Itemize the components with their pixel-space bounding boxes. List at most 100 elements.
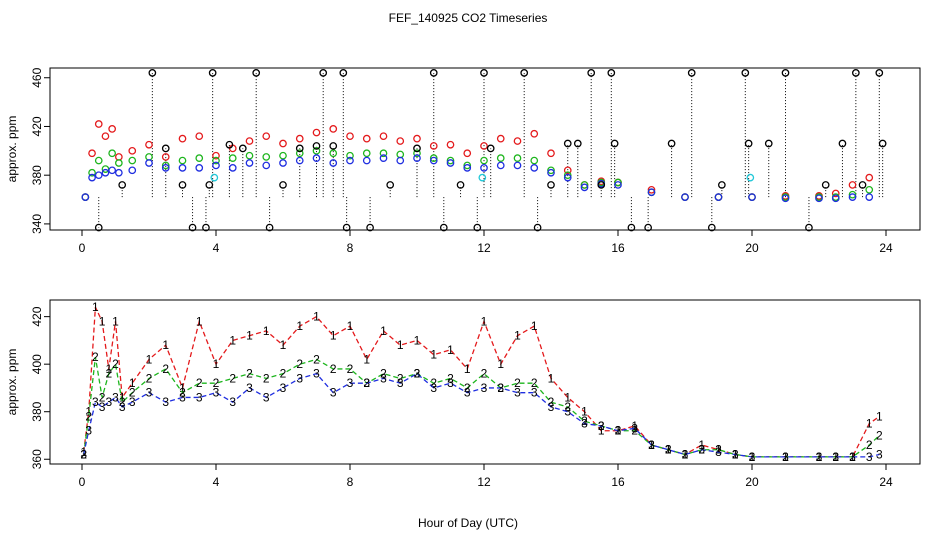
series-3-point: [614, 181, 622, 189]
series-ref-point: [238, 144, 247, 153]
series-3-point: [396, 156, 405, 165]
series-cyan-point: [478, 173, 487, 182]
series-ref-point: [342, 223, 351, 232]
series-ref-point: [178, 181, 187, 189]
series-3-marker: 3: [849, 450, 856, 464]
series-2-marker: 2: [179, 386, 186, 400]
series-1-point: [547, 149, 555, 158]
series-3-point: [681, 193, 689, 201]
series-1-marker: 1: [146, 352, 153, 366]
series-2-point: [446, 156, 455, 165]
series-3-point: [547, 168, 555, 177]
x-tick-label: 8: [347, 475, 354, 489]
series-1-marker: 1: [876, 409, 883, 423]
series-2-marker: 2: [85, 409, 92, 423]
series-2-point: [312, 146, 321, 155]
series-3-marker: 3: [179, 390, 186, 404]
series-3-point: [245, 159, 254, 167]
series-ref-point: [707, 223, 716, 232]
series-2-marker: 2: [464, 381, 471, 395]
series-1-marker: 1: [581, 405, 588, 419]
series-1-marker: 1: [280, 338, 287, 352]
series-3-point: [446, 159, 455, 167]
series-1-point: [831, 189, 840, 198]
series-1-marker: 1: [598, 424, 605, 438]
series-2-marker: 2: [162, 362, 169, 376]
series-3-point: [748, 193, 756, 201]
series-3-marker: 3: [698, 443, 705, 457]
series-ref-point: [456, 181, 465, 189]
series-2-point: [396, 150, 405, 159]
series-ref-point: [610, 139, 619, 148]
series-3-marker: 3: [414, 367, 421, 381]
series-ref-point: [627, 223, 636, 232]
series-3-point: [831, 194, 840, 203]
series-2-marker: 2: [196, 376, 203, 390]
series-1-marker: 1: [548, 371, 555, 385]
figure-title: FEF_140925 CO2 Timeseries: [389, 11, 548, 25]
series-1-marker: 1: [514, 329, 521, 343]
y-tick-label: 340: [30, 214, 44, 234]
series-2-point: [245, 151, 254, 160]
series-3-marker: 3: [280, 381, 287, 395]
series-2-marker: 2: [832, 450, 839, 464]
series-2-marker: 2: [631, 424, 638, 438]
series-1-marker: 1: [631, 419, 638, 433]
series-1-marker: 1: [213, 357, 220, 371]
series-2-point: [128, 156, 137, 165]
series-1-point: [88, 149, 96, 158]
series-ref-point: [252, 69, 261, 77]
x-tick-label: 20: [745, 241, 759, 255]
series-3-point: [413, 154, 421, 162]
series-1-marker: 1: [481, 314, 488, 328]
x-tick-label: 0: [79, 241, 86, 255]
series-1-point: [865, 173, 874, 182]
series-1-marker: 1: [430, 348, 437, 362]
series-3-marker: 3: [497, 381, 504, 395]
series-1-marker: 1: [179, 381, 186, 395]
series-3-marker: 3: [832, 450, 839, 464]
series-2-point: [262, 153, 271, 161]
series-ref-point: [225, 140, 234, 149]
series-3-point: [115, 168, 123, 177]
series-2-marker: 2: [112, 357, 119, 371]
series-3-point: [279, 159, 287, 167]
series-3-marker: 3: [162, 395, 169, 409]
series-ref-point: [533, 223, 542, 232]
series-3-point: [94, 171, 103, 180]
series-2-point: [94, 156, 103, 165]
series-ref-point: [205, 181, 214, 189]
series-3-point: [295, 156, 304, 165]
series-ref-point: [587, 69, 596, 77]
series-2-marker: 2: [330, 362, 337, 376]
series-3-point: [815, 194, 823, 203]
x-tick-label: 0: [79, 475, 86, 489]
series-ref-point: [781, 69, 790, 77]
series-2-marker: 2: [548, 395, 555, 409]
series-2-point: [848, 190, 857, 199]
series-2-marker: 2: [105, 367, 112, 381]
bottom-panel-frame: [49, 299, 921, 465]
series-2-point: [563, 171, 572, 180]
series-2-marker: 2: [92, 350, 99, 364]
x-tick-label: 4: [213, 475, 220, 489]
series-2-marker: 2: [119, 395, 126, 409]
series-2-marker: 2: [229, 371, 236, 385]
series-2-point: [108, 149, 117, 158]
series-2-point: [480, 156, 488, 165]
series-2-marker: 2: [481, 367, 488, 381]
series-3-marker: 3: [531, 386, 538, 400]
x-axis-label: Hour of Day (UTC): [418, 516, 518, 530]
series-2-marker: 2: [816, 450, 823, 464]
series-2-point: [295, 149, 304, 158]
series-2-point: [346, 151, 354, 160]
series-ref-point: [520, 69, 529, 77]
series-2-marker: 2: [581, 414, 588, 428]
series-3-marker: 3: [564, 405, 571, 419]
series-3-marker: 3: [246, 381, 253, 395]
series-2-marker: 2: [213, 376, 220, 390]
series-3-point: [362, 156, 371, 165]
series-3-marker: 3: [380, 371, 387, 385]
y-tick-label: 420: [30, 116, 44, 136]
top-panel-ylabel: approx. ppm: [5, 116, 19, 183]
